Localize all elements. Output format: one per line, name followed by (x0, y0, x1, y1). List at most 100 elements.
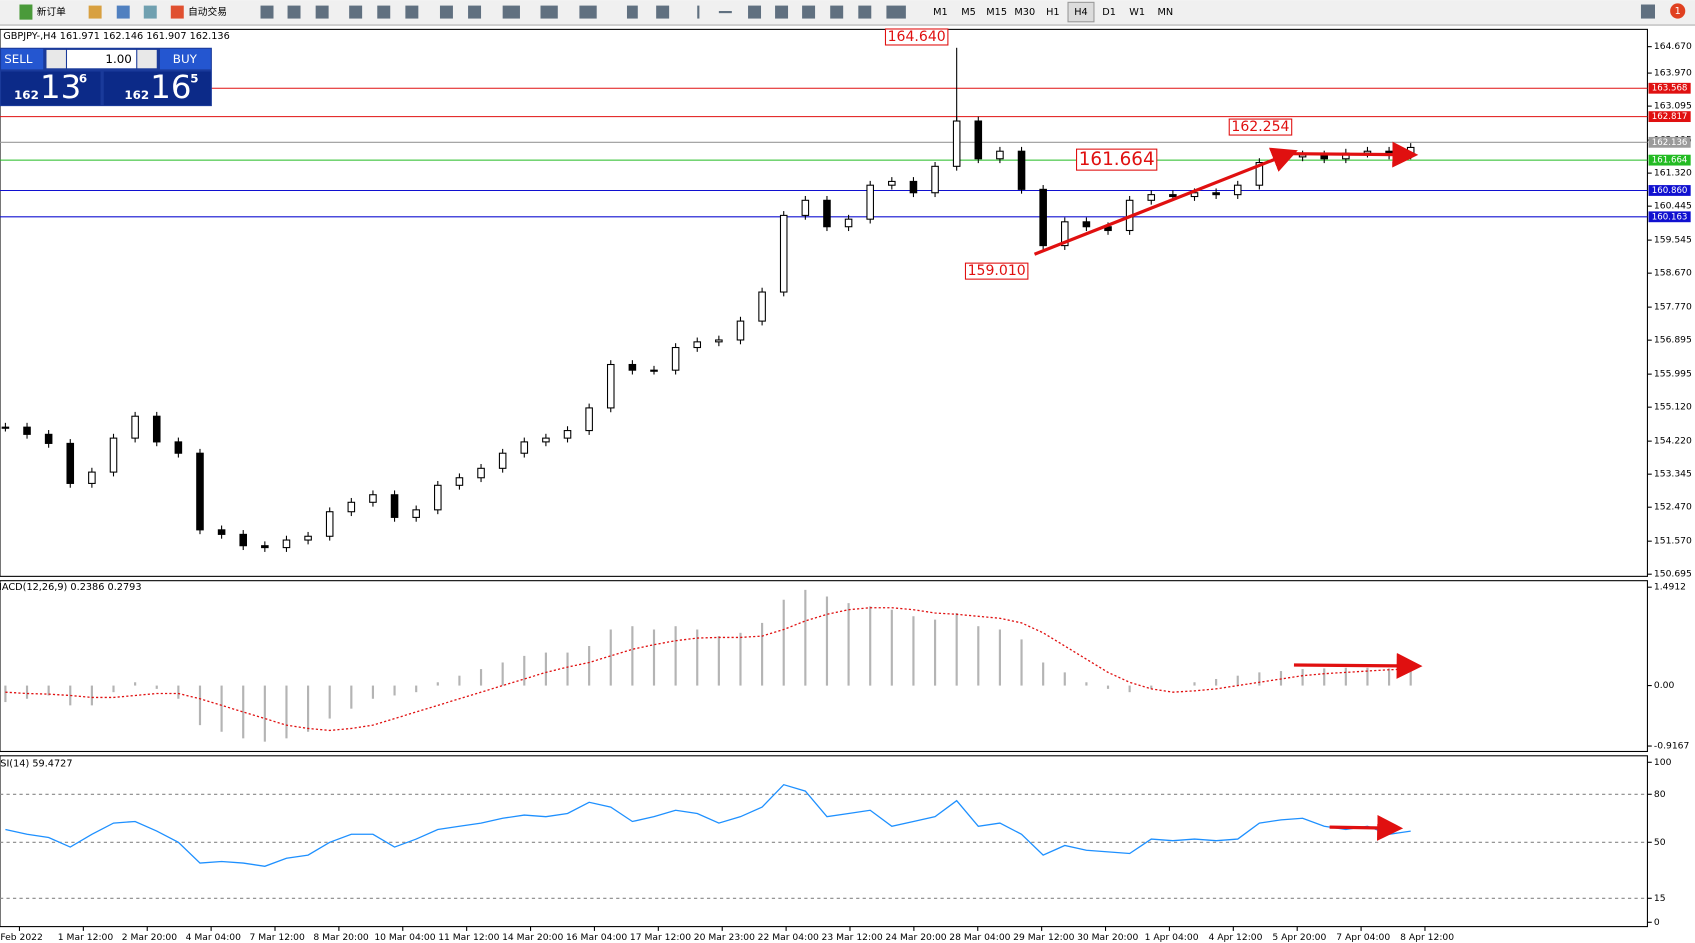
icon[interactable] (88, 5, 102, 19)
candle (217, 529, 226, 535)
new-order-button[interactable]: 新订单 (37, 5, 66, 18)
timeframe-button[interactable]: H4 (1074, 7, 1088, 18)
candle (88, 471, 96, 484)
search-icon[interactable] (1640, 4, 1656, 19)
timeframe-button[interactable]: M15 (986, 7, 1007, 18)
candle (952, 120, 961, 167)
candle (369, 494, 377, 503)
icon[interactable] (775, 5, 789, 19)
icon[interactable] (748, 5, 762, 19)
notification-badge[interactable] (1670, 3, 1686, 19)
volume-down[interactable] (46, 49, 66, 69)
candle (996, 150, 1004, 160)
candle (888, 180, 896, 186)
auto-trade-button[interactable]: 自动交易 (188, 5, 227, 18)
icon[interactable] (260, 5, 274, 19)
candle (1017, 150, 1026, 190)
x-tick-label: 20 Mar 23:00 (694, 932, 755, 943)
icon[interactable] (718, 10, 732, 14)
y-tick-label: 163.970 (1654, 68, 1692, 79)
buy-price-big: 162 (124, 88, 149, 102)
y-tick-label: 155.120 (1654, 402, 1692, 413)
notification-count: 1 (1675, 6, 1681, 17)
x-tick-label: 16 Mar 04:00 (566, 932, 627, 943)
candle (1233, 184, 1242, 196)
icon[interactable] (802, 5, 816, 19)
sell-button[interactable] (1, 48, 44, 70)
candle (693, 341, 702, 349)
timeframes: M1 M5 M15 M30 H1 H4 D1 W1 MN (933, 1, 1173, 23)
sell-price-box[interactable] (1, 71, 101, 106)
timeframe-button[interactable]: W1 (1129, 7, 1145, 18)
icon[interactable] (377, 5, 391, 19)
chart-header: GBPJPY-,H4 161.971 162.146 161.907 162.1… (3, 31, 230, 42)
x-tick-label: 2 Mar 20:00 (122, 932, 178, 943)
y-tick-label: 1.4912 (1654, 582, 1686, 593)
candle (779, 214, 788, 293)
buy-price-box[interactable] (103, 71, 211, 106)
y-tick-label: 156.895 (1654, 335, 1692, 346)
icon[interactable] (830, 5, 844, 19)
y-tick-label: 152.470 (1654, 502, 1692, 513)
volume-up[interactable] (137, 49, 157, 69)
y-tick-label: 100 (1654, 757, 1672, 768)
timeframe-button[interactable]: MN (1157, 7, 1173, 18)
icon[interactable] (697, 5, 700, 19)
candle (542, 437, 550, 443)
icon[interactable] (886, 5, 906, 19)
y-tick-label: 0.00 (1654, 680, 1675, 691)
candle (131, 415, 139, 439)
icon[interactable] (579, 5, 597, 19)
x-tick-label: 1 Mar 12:00 (58, 932, 114, 943)
rsi-panel (0, 755, 1648, 928)
buy-button[interactable] (159, 48, 211, 70)
icon[interactable] (502, 5, 520, 19)
price-level-label: 161.664 (1652, 156, 1688, 166)
candle (412, 509, 420, 518)
candle (1039, 188, 1047, 247)
signal-line (5, 607, 1411, 732)
timeframe-button[interactable]: M5 (961, 7, 976, 18)
candle (498, 452, 507, 469)
icon[interactable] (405, 5, 419, 19)
trend-arrow (1291, 141, 1419, 168)
trade-panel: SELL 1.00 BUY 162 13 6 162 16 5 (0, 47, 212, 107)
volume-input[interactable] (67, 49, 137, 69)
candle (909, 180, 918, 194)
icon[interactable] (468, 5, 482, 19)
icon[interactable] (540, 5, 558, 19)
x-tick-label: 24 Mar 20:00 (885, 932, 946, 943)
annotation-label: 162.254 (1231, 119, 1289, 135)
x-tick-label: Feb 2022 (0, 932, 43, 943)
price-level-tag (1648, 111, 1691, 123)
icon[interactable] (858, 5, 872, 19)
x-tick-label: 8 Apr 12:00 (1400, 932, 1454, 943)
y-tick-label: 15 (1654, 893, 1666, 904)
timeframe-button[interactable]: M1 (933, 7, 948, 18)
x-tick-label: 17 Mar 12:00 (630, 932, 691, 943)
icon[interactable] (116, 5, 130, 19)
icon[interactable] (626, 5, 638, 19)
candle (66, 442, 75, 484)
icon[interactable] (349, 5, 363, 19)
volume-value: 1.00 (105, 52, 131, 66)
price-level-tag (1648, 154, 1691, 166)
icon[interactable] (287, 5, 301, 19)
tool-icons (260, 4, 1656, 19)
icon (170, 5, 184, 19)
timeframe-active[interactable] (1067, 1, 1095, 23)
icon[interactable] (315, 5, 329, 19)
timeframe-button[interactable]: H1 (1046, 7, 1060, 18)
candle (174, 441, 183, 454)
timeframe-button[interactable]: D1 (1102, 7, 1116, 18)
x-tick-label: 30 Mar 20:00 (1077, 932, 1138, 943)
candle (1060, 221, 1069, 247)
candle (671, 346, 680, 371)
timeframe-button[interactable]: M30 (1014, 7, 1035, 18)
icon[interactable] (656, 5, 670, 19)
candle (282, 539, 291, 549)
icon[interactable] (439, 5, 453, 19)
icon[interactable] (143, 5, 157, 19)
price-level-tag (1648, 82, 1691, 94)
